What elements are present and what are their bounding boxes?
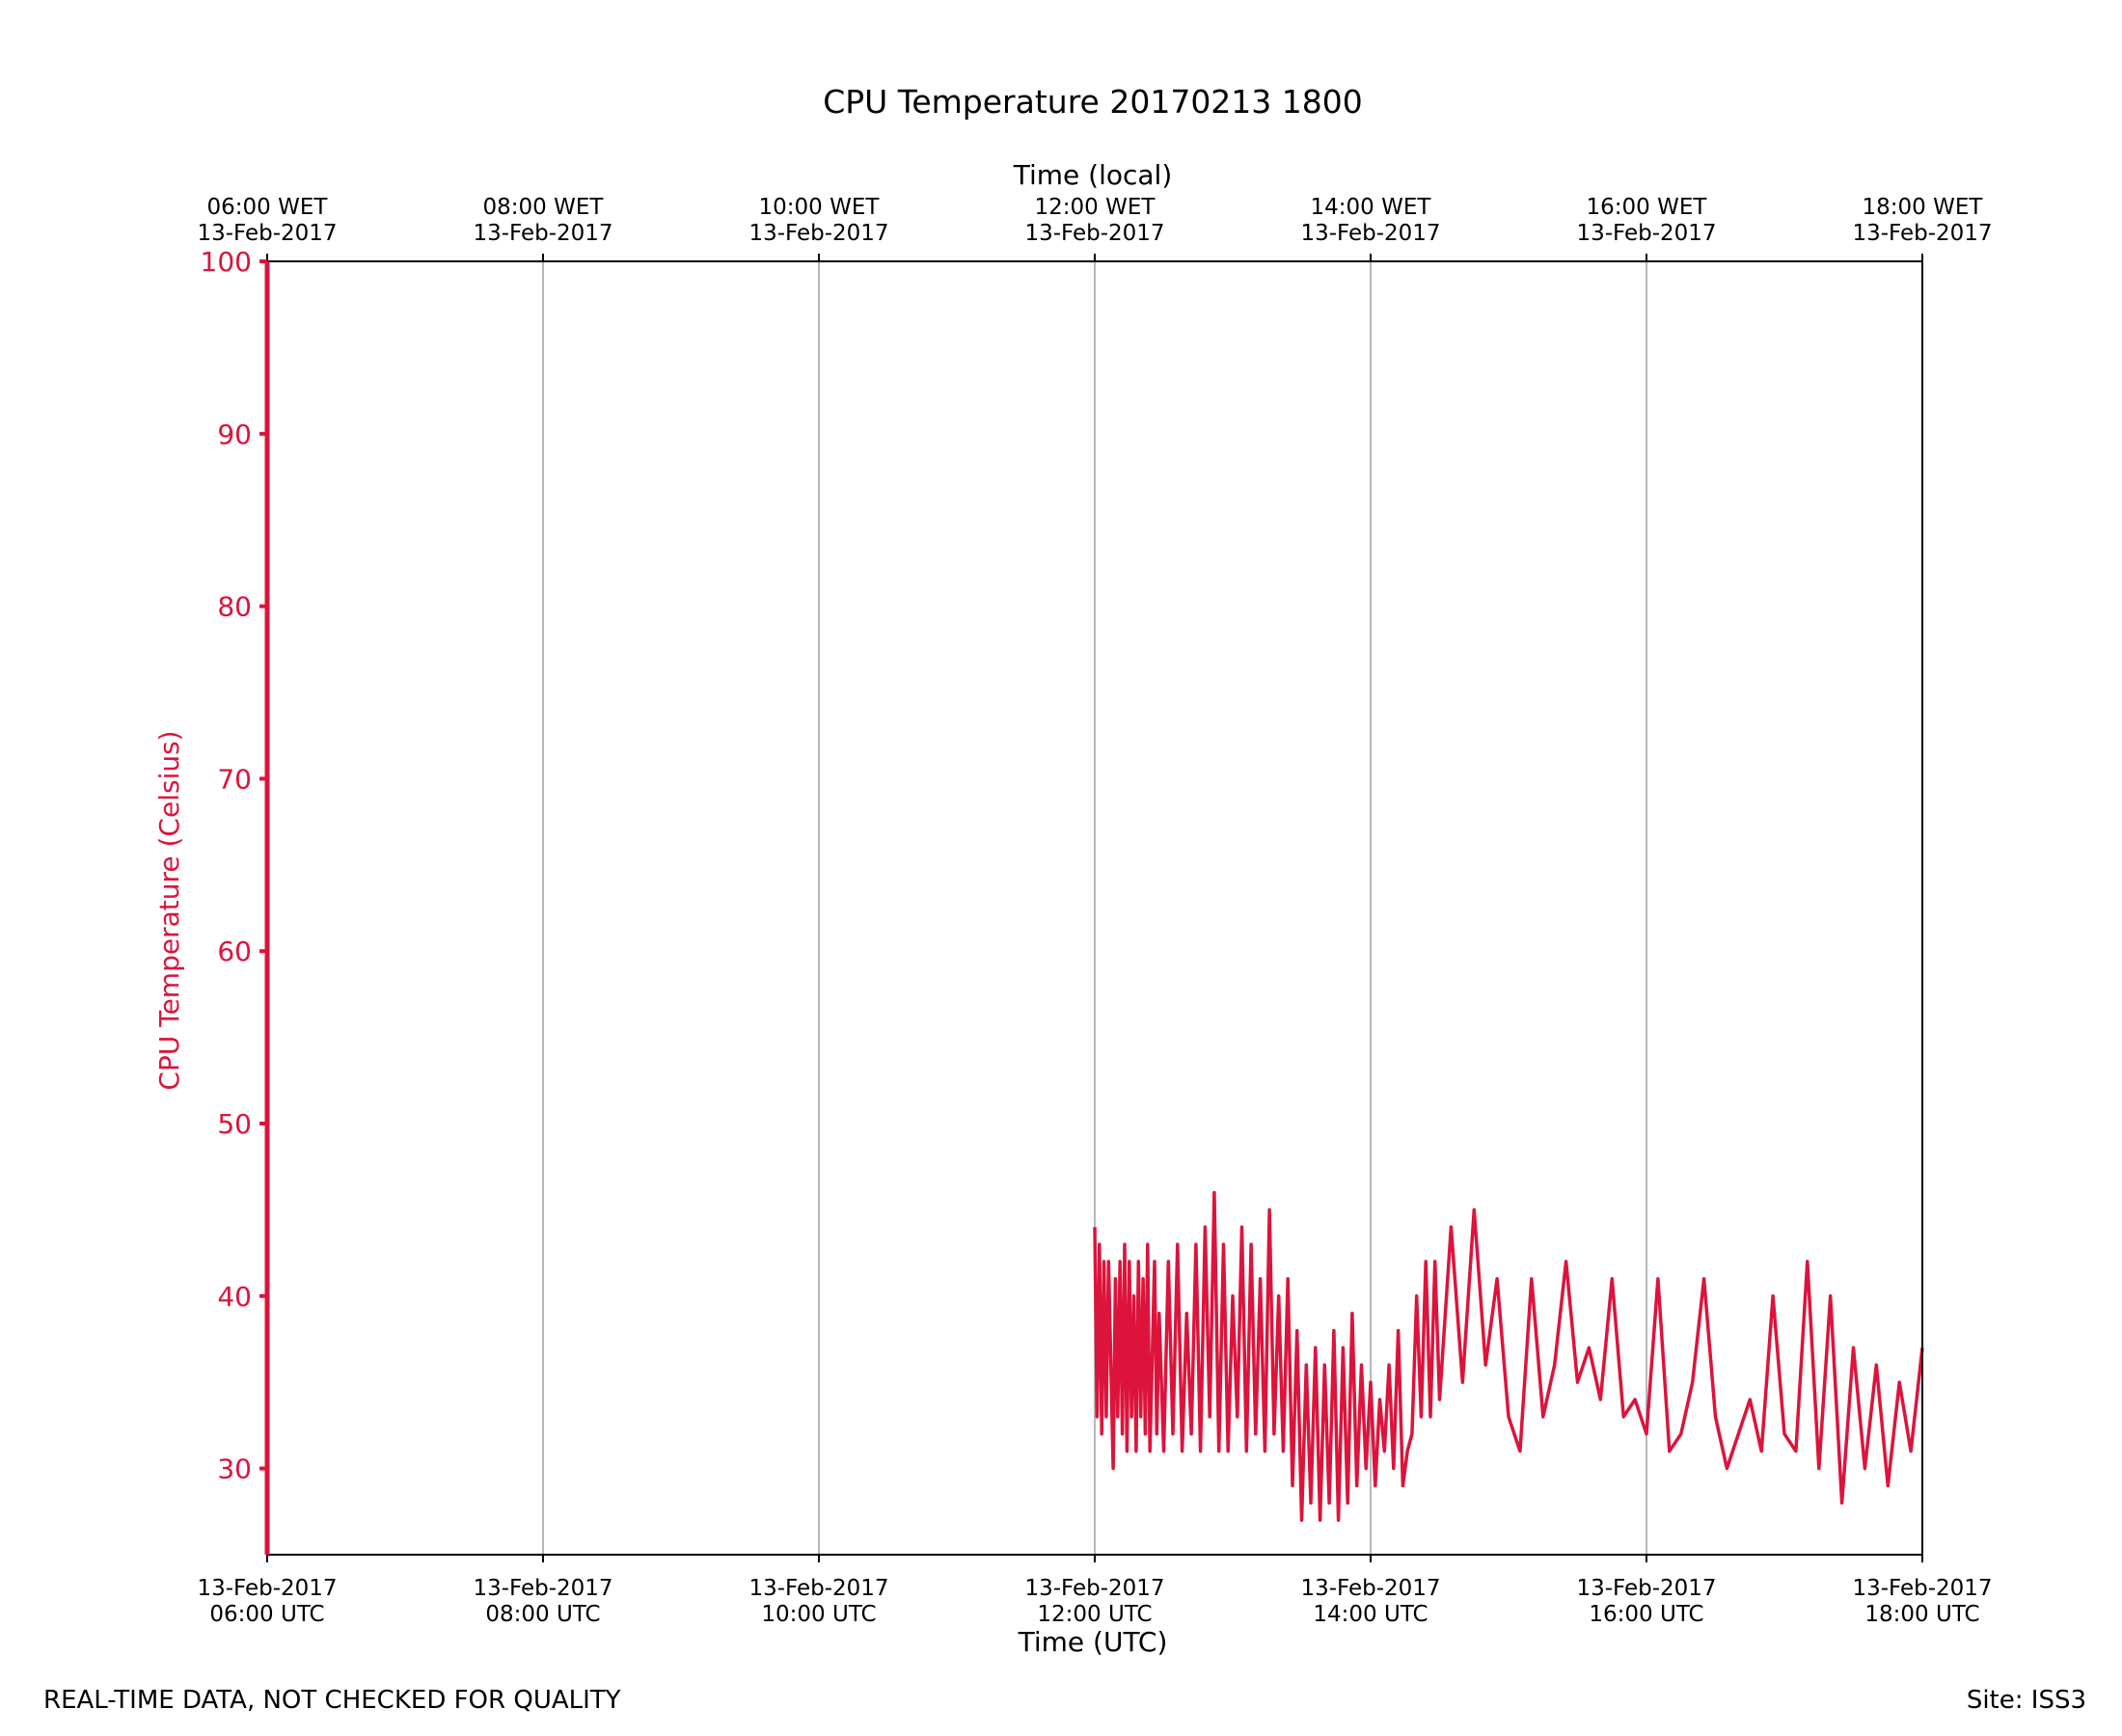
site-label: Site: ISS3 <box>1966 1686 2086 1715</box>
x-top-tick-label: 10:00 WET <box>759 195 881 220</box>
x-top-tick-label: 13-Feb-2017 <box>748 221 888 246</box>
chart-title: CPU Temperature 20170213 1800 <box>823 83 1363 121</box>
x-top-tick-label: 18:00 WET <box>1863 195 1984 220</box>
x-axis-label: Time (UTC) <box>1018 1626 1168 1658</box>
x-tick-label: 13-Feb-2017 <box>1024 1576 1164 1601</box>
y-tick-label: 60 <box>217 936 252 967</box>
x-top-tick-label: 13-Feb-2017 <box>1852 221 1992 246</box>
x-tick-label: 12:00 UTC <box>1037 1602 1152 1627</box>
y-tick-label: 70 <box>217 763 252 795</box>
x-top-tick-label: 13-Feb-2017 <box>1024 221 1164 246</box>
x-top-tick-label: 16:00 WET <box>1587 195 1708 220</box>
x-tick-label: 13-Feb-2017 <box>1852 1576 1992 1601</box>
x-tick-label: 13-Feb-2017 <box>748 1576 888 1601</box>
x-top-tick-label: 06:00 WET <box>207 195 329 220</box>
y-tick-label: 100 <box>201 246 252 278</box>
y-axis-label: CPU Temperature (Celsius) <box>153 730 185 1090</box>
series-layer <box>1093 1190 1924 1522</box>
x-top-tick-label: 14:00 WET <box>1311 195 1432 220</box>
cpu-temperature-line <box>1093 1190 1924 1522</box>
top-axis-label: Time (local) <box>1013 159 1173 191</box>
x-top-tick-label: 13-Feb-2017 <box>473 221 612 246</box>
y-tick-label: 40 <box>217 1281 252 1313</box>
x-top-tick-label: 12:00 WET <box>1035 195 1156 220</box>
x-tick-label: 06:00 UTC <box>209 1602 324 1627</box>
x-tick-label: 14:00 UTC <box>1313 1602 1428 1627</box>
x-tick-label: 13-Feb-2017 <box>1576 1576 1716 1601</box>
x-tick-label: 18:00 UTC <box>1864 1602 1979 1627</box>
x-tick-label: 13-Feb-2017 <box>473 1576 612 1601</box>
x-tick-label: 13-Feb-2017 <box>197 1576 337 1601</box>
x-top-tick-label: 08:00 WET <box>483 195 605 220</box>
x-tick-label: 10:00 UTC <box>761 1602 876 1627</box>
y-tick-label: 80 <box>217 591 252 623</box>
x-tick-label: 16:00 UTC <box>1589 1602 1703 1627</box>
x-top-tick-label: 13-Feb-2017 <box>197 221 337 246</box>
y-tick-label: 90 <box>217 419 252 450</box>
y-tick-label: 30 <box>217 1453 252 1485</box>
x-top-tick-label: 13-Feb-2017 <box>1300 221 1440 246</box>
x-tick-label: 08:00 UTC <box>485 1602 600 1627</box>
grid-lines <box>542 261 1647 1555</box>
x-tick-label: 13-Feb-2017 <box>1300 1576 1440 1601</box>
quality-note: REAL-TIME DATA, NOT CHECKED FOR QUALITY <box>43 1686 621 1715</box>
y-tick-label: 50 <box>217 1108 252 1140</box>
x-top-tick-label: 13-Feb-2017 <box>1576 221 1716 246</box>
